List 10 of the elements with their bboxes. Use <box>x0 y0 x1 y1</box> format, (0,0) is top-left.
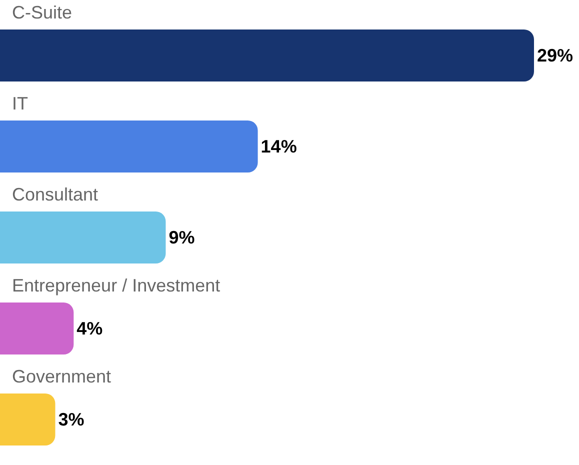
y-tick-label: C-Suite <box>12 2 72 22</box>
data-label: 9% <box>168 228 195 248</box>
y-tick-label: Entrepreneur / Investment <box>12 276 220 296</box>
data-label: 14% <box>260 136 297 156</box>
y-tick-label: Consultant <box>12 184 98 204</box>
y-tick-label: IT <box>12 94 28 114</box>
y-tick-label: Government <box>12 366 112 386</box>
data-label: 4% <box>76 318 103 338</box>
data-label: 3% <box>58 410 84 430</box>
data-label: 29% <box>537 46 574 66</box>
